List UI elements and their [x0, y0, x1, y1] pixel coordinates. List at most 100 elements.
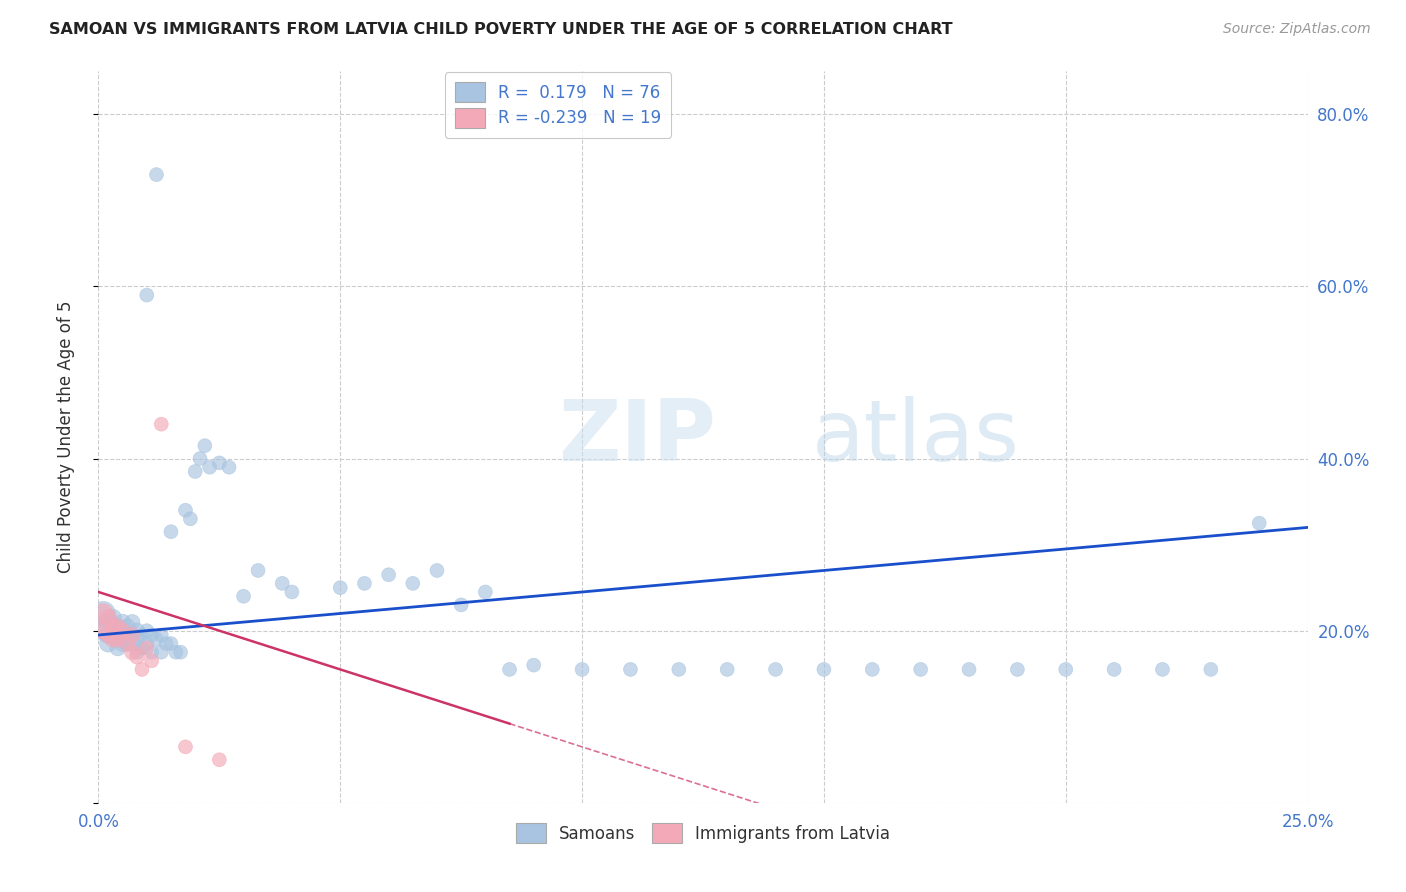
Point [813, 662, 835, 676]
Point [1199, 662, 1222, 676]
Point [107, 640, 129, 655]
Point [218, 460, 240, 475]
Point [97, 628, 120, 642]
Point [188, 451, 211, 466]
Point [127, 624, 149, 638]
Point [208, 456, 231, 470]
Point [107, 632, 129, 647]
Point [474, 585, 496, 599]
Point [957, 662, 980, 676]
Point [107, 619, 129, 633]
Point [117, 637, 139, 651]
Point [121, 637, 143, 651]
Point [111, 624, 134, 638]
Point [184, 465, 207, 479]
Point [1007, 662, 1029, 676]
Point [668, 662, 690, 676]
Point [402, 576, 425, 591]
Point [165, 645, 187, 659]
Text: Source: ZipAtlas.com: Source: ZipAtlas.com [1223, 22, 1371, 37]
Text: ZIP: ZIP [558, 395, 716, 479]
Text: SAMOAN VS IMMIGRANTS FROM LATVIA CHILD POVERTY UNDER THE AGE OF 5 CORRELATION CH: SAMOAN VS IMMIGRANTS FROM LATVIA CHILD P… [49, 22, 953, 37]
Point [571, 662, 593, 676]
Point [155, 637, 177, 651]
Point [135, 637, 157, 651]
Point [1054, 662, 1077, 676]
Point [121, 628, 143, 642]
Point [117, 619, 139, 633]
Point [150, 628, 173, 642]
Point [498, 662, 520, 676]
Point [860, 662, 883, 676]
Point [619, 662, 641, 676]
Point [127, 645, 149, 659]
Point [141, 654, 163, 668]
Point [91, 624, 114, 638]
Point [107, 632, 129, 647]
Text: atlas: atlas [811, 395, 1019, 479]
Point [1152, 662, 1174, 676]
Point [765, 662, 787, 676]
Point [91, 607, 114, 621]
Point [127, 649, 149, 664]
Point [107, 619, 129, 633]
Point [141, 645, 163, 659]
Point [97, 615, 120, 629]
Point [117, 628, 139, 642]
Point [194, 439, 217, 453]
Point [121, 645, 143, 659]
Point [353, 576, 375, 591]
Point [91, 607, 114, 621]
Point [174, 503, 197, 517]
Point [150, 417, 173, 432]
Point [145, 168, 167, 182]
Point [101, 632, 124, 647]
Point [131, 640, 153, 655]
Point [135, 640, 157, 655]
Point [111, 624, 134, 638]
Legend: Samoans, Immigrants from Latvia: Samoans, Immigrants from Latvia [509, 817, 897, 849]
Point [150, 645, 173, 659]
Point [174, 739, 197, 754]
Point [111, 615, 134, 629]
Point [97, 628, 120, 642]
Point [101, 628, 124, 642]
Y-axis label: Child Poverty Under the Age of 5: Child Poverty Under the Age of 5 [56, 301, 75, 574]
Point [160, 524, 183, 539]
Point [145, 632, 167, 647]
Point [101, 619, 124, 633]
Point [1249, 516, 1271, 530]
Point [101, 611, 124, 625]
Point [131, 628, 153, 642]
Point [232, 589, 254, 603]
Point [160, 637, 183, 651]
Point [169, 645, 191, 659]
Point [450, 598, 472, 612]
Point [121, 615, 143, 629]
Point [329, 581, 352, 595]
Point [97, 611, 120, 625]
Point [426, 564, 449, 578]
Point [141, 628, 163, 642]
Point [281, 585, 304, 599]
Point [208, 753, 231, 767]
Point [127, 632, 149, 647]
Point [101, 624, 124, 638]
Point [198, 460, 221, 475]
Point [523, 658, 546, 673]
Point [247, 564, 270, 578]
Point [716, 662, 738, 676]
Point [135, 624, 157, 638]
Point [1102, 662, 1125, 676]
Point [377, 567, 399, 582]
Point [117, 637, 139, 651]
Point [271, 576, 294, 591]
Point [91, 624, 114, 638]
Point [179, 512, 201, 526]
Point [97, 637, 120, 651]
Point [111, 628, 134, 642]
Point [910, 662, 932, 676]
Point [121, 628, 143, 642]
Point [131, 662, 153, 676]
Point [135, 288, 157, 302]
